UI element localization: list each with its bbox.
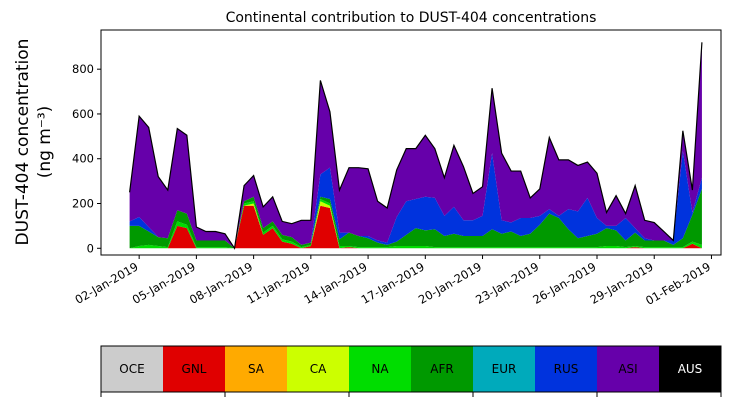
x-tick-label: 17-Jan-2019 <box>359 259 427 306</box>
legend-label-na: NA <box>371 362 389 376</box>
area-rus <box>129 150 702 249</box>
y-tick-label: 200 <box>72 197 94 211</box>
chart-title: Continental contribution to DUST-404 con… <box>226 10 597 26</box>
legend-label-gnl: GNL <box>182 362 207 376</box>
y-tick-label: 400 <box>72 152 94 166</box>
legend-label-eur: EUR <box>492 362 517 376</box>
legend-label-aus: AUS <box>678 362 703 376</box>
legend-swatch-afr <box>411 346 473 392</box>
legend-swatch-asi <box>597 346 659 392</box>
legend-swatch-rus <box>535 346 597 392</box>
legend-swatch-na <box>349 346 411 392</box>
legend-label-oce: OCE <box>119 362 144 376</box>
x-tick-label: 01-Feb-2019 <box>643 259 713 307</box>
legend-label-asi: ASI <box>618 362 637 376</box>
legend-label-sa: SA <box>248 362 265 376</box>
x-tick-label: 11-Jan-2019 <box>244 259 312 306</box>
plot-frame <box>100 29 722 256</box>
x-axis-ticks: 02-Jan-201905-Jan-201908-Jan-201911-Jan-… <box>73 255 713 308</box>
legend-swatch-oce <box>101 346 163 392</box>
x-tick-label: 08-Jan-2019 <box>187 259 255 306</box>
area-layers <box>129 42 702 249</box>
legend-label-afr: AFR <box>430 362 453 376</box>
total-outline <box>129 42 703 250</box>
y-axis-ticks: 0 200 400 600 800 <box>72 62 101 255</box>
x-tick-label: 14-Jan-2019 <box>301 259 369 306</box>
area-gnl <box>129 205 702 249</box>
y-axis-label-line2: (ng m⁻³) <box>35 106 55 179</box>
total-line <box>129 42 703 250</box>
legend-swatch-ca <box>287 346 349 392</box>
area-afr <box>129 188 702 249</box>
legend-swatch-eur <box>473 346 535 392</box>
y-axis-label: DUST-404 concentration (ng m⁻³) <box>13 39 55 246</box>
x-tick-label: 20-Jan-2019 <box>416 259 484 306</box>
x-tick-label: 26-Jan-2019 <box>530 259 598 306</box>
legend-swatch-aus <box>659 346 721 392</box>
x-tick-label: 23-Jan-2019 <box>473 259 541 306</box>
x-tick-label: 05-Jan-2019 <box>130 259 198 306</box>
x-tick-label: 02-Jan-2019 <box>73 259 141 306</box>
legend-label-rus: RUS <box>554 362 579 376</box>
legend-swatch-sa <box>225 346 287 392</box>
legend-colorbar: OCE GNL SA CA NA AFR EUR RUS ASI AUS <box>100 345 722 397</box>
y-tick-label: 600 <box>72 107 94 121</box>
y-axis-label-line1: DUST-404 concentration <box>13 39 33 246</box>
legend-label-ca: CA <box>310 362 327 376</box>
y-tick-label: 0 <box>87 241 94 255</box>
y-tick-label: 800 <box>72 62 94 76</box>
legend-swatch-gnl <box>163 346 225 392</box>
legend-frame <box>100 345 722 393</box>
